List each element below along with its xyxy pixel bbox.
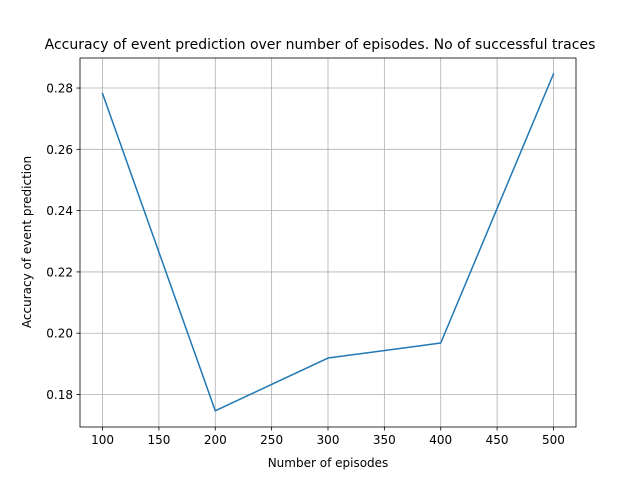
x-tick-label: 400 — [429, 433, 452, 447]
grid — [80, 58, 576, 427]
y-axis-label: Accuracy of event prediction — [20, 156, 34, 328]
y-tick-label: 0.28 — [46, 82, 73, 96]
x-tick-label: 150 — [147, 433, 170, 447]
y-tick-label: 0.18 — [46, 388, 73, 402]
y-tick-label: 0.24 — [46, 204, 73, 218]
chart-title: Accuracy of event prediction over number… — [45, 37, 596, 53]
x-tick-label: 350 — [373, 433, 396, 447]
y-tick-label: 0.26 — [46, 143, 73, 157]
x-tick-label: 100 — [91, 433, 114, 447]
series-layer — [101, 72, 555, 412]
series-line — [101, 72, 555, 412]
y-axis: 0.18 0.20 0.22 0.24 0.26 0.28 — [46, 82, 80, 402]
x-tick-label: 450 — [486, 433, 509, 447]
x-tick-label: 250 — [260, 433, 283, 447]
x-axis-label: Number of episodes — [268, 456, 389, 470]
x-tick-label: 500 — [542, 433, 565, 447]
y-tick-label: 0.22 — [46, 265, 73, 279]
x-tick-label: 300 — [317, 433, 340, 447]
y-tick-label: 0.20 — [46, 327, 73, 341]
x-axis: 100 150 200 250 300 350 400 450 500 — [91, 427, 565, 447]
x-tick-label: 200 — [204, 433, 227, 447]
